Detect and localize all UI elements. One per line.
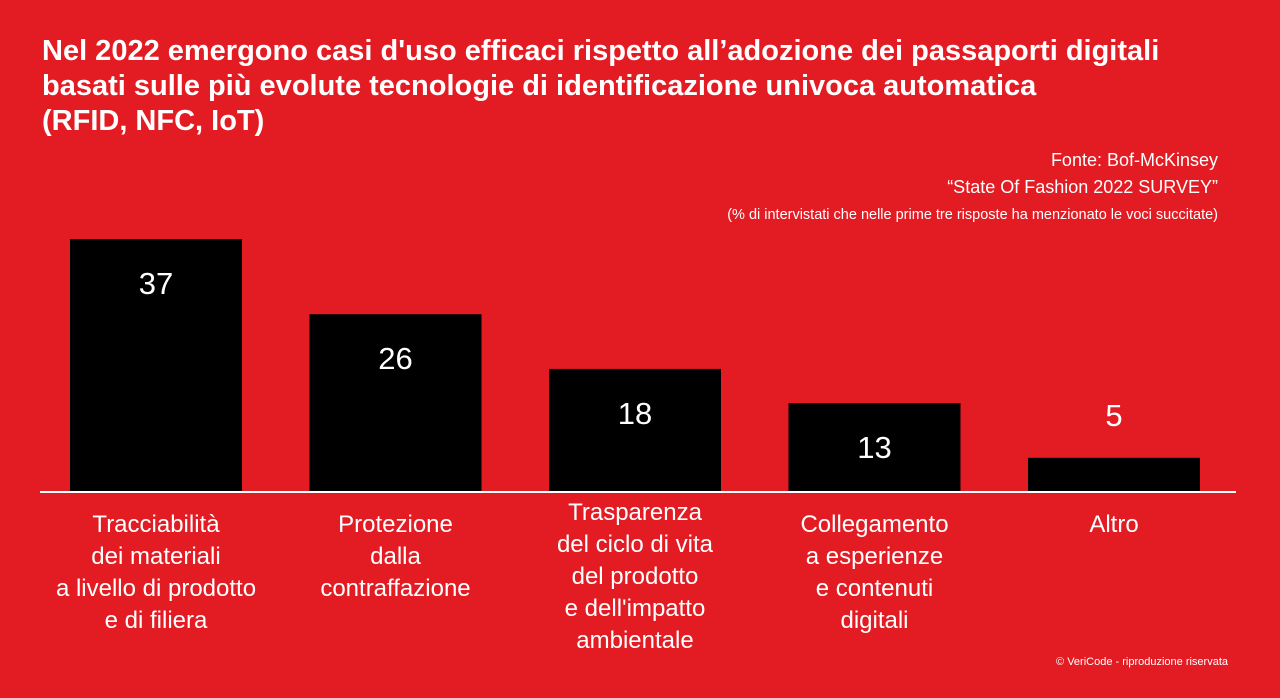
title-line-1: Nel 2022 emergono casi d'uso efficaci ri… (42, 35, 1160, 67)
category-label-4-line-3: e contenuti (816, 575, 933, 602)
bar-value-label-2: 26 (378, 341, 412, 376)
category-label-2-line-3: contraffazione (320, 575, 470, 602)
category-label-4-line-4: digitali (840, 607, 908, 634)
category-label-4-line-2: a esperienze (806, 543, 943, 570)
source-note: (% di intervistati che nelle prime tre r… (727, 207, 1218, 223)
bar-3 (549, 368, 721, 492)
title-line-3: (RFID, NFC, IoT) (42, 105, 265, 137)
category-label-3-line-5: ambientale (576, 627, 693, 654)
category-label-2-line-1: Protezione (338, 511, 453, 538)
category-label-3-line-2: del ciclo di vita (557, 531, 714, 558)
chart-title: Nel 2022 emergono casi d'uso efficaci ri… (42, 34, 1222, 139)
source-line-2: “State Of Fashion 2022 SURVEY” (947, 177, 1218, 197)
category-label-1-line-3: a livello di prodotto (56, 575, 256, 602)
category-label-3-line-3: del prodotto (572, 563, 699, 590)
copyright-credit: © VeriCode - riproduzione riservata (1056, 656, 1228, 668)
bar-5 (1028, 457, 1200, 492)
bar-value-label-3: 18 (618, 396, 652, 431)
category-label-3-line-1: Trasparenza (568, 499, 702, 526)
source-block: Fonte: Bof-McKinsey “State Of Fashion 20… (727, 147, 1218, 229)
bar-value-label-5: 5 (1105, 398, 1122, 433)
category-label-4-line-1: Collegamento (800, 511, 948, 538)
bar-1 (70, 239, 242, 492)
category-label-5-line-1: Altro (1089, 511, 1138, 538)
category-label-3-line-4: e dell'impatto (565, 595, 706, 622)
bar-2 (309, 314, 482, 492)
bar-value-label-1: 37 (139, 266, 173, 301)
title-line-2: basati sulle più evolute tecnologie di i… (42, 70, 1037, 102)
category-label-2-line-2: dalla (370, 543, 421, 570)
source-line-1: Fonte: Bof-McKinsey (1050, 150, 1218, 170)
category-label-1-line-2: dei materiali (91, 543, 220, 570)
category-label-1-line-4: e di filiera (105, 607, 208, 634)
bar-value-label-4: 13 (857, 430, 891, 465)
bar-4 (788, 403, 961, 492)
category-label-1-line-1: Tracciabilità (92, 511, 220, 538)
